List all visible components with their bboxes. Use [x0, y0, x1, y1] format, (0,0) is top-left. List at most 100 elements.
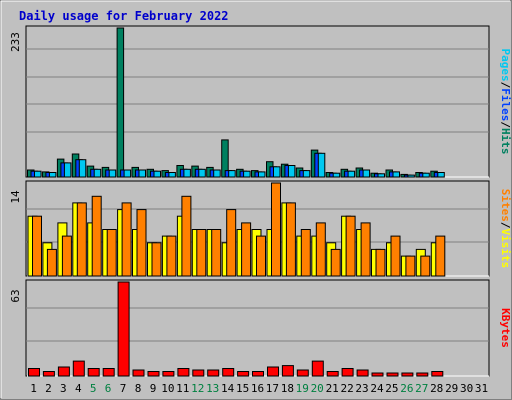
bar-pages-day-16 — [258, 171, 266, 178]
bar-kbytes-day-13 — [207, 369, 220, 377]
bar-sites-day-27 — [420, 255, 431, 277]
bar-hits-day-7 — [116, 27, 125, 178]
bar-kbytes-day-17 — [267, 366, 279, 377]
x-tick-label-12: 12 — [191, 382, 204, 395]
bar-sites-day-13 — [211, 229, 222, 277]
x-tick-label-29: 29 — [445, 382, 458, 395]
bar-pages-day-10 — [168, 172, 176, 178]
x-tick-label-31: 31 — [475, 382, 488, 395]
legend-part: / — [499, 121, 512, 128]
bar-kbytes-day-21 — [326, 371, 339, 377]
bar-pages-day-23 — [362, 169, 371, 178]
x-tick-label-2: 2 — [45, 382, 52, 395]
legend-part: / — [499, 82, 512, 89]
bar-sites-day-17 — [271, 182, 281, 277]
x-tick-label-4: 4 — [75, 382, 82, 395]
legend-part: Hits — [499, 128, 512, 155]
legend-part: Sites — [499, 189, 512, 222]
bar-kbytes-day-3 — [57, 366, 70, 377]
legend-part: / — [499, 222, 512, 229]
bar-kbytes-day-8 — [132, 369, 145, 377]
bar-kbytes-day-4 — [72, 360, 85, 377]
bar-sites-day-14 — [226, 209, 237, 277]
bar-pages-day-25 — [392, 171, 400, 178]
bar-pages-day-21 — [332, 172, 341, 178]
bar-sites-day-6 — [106, 229, 117, 277]
bar-kbytes-day-6 — [102, 368, 115, 377]
x-tick-label-16: 16 — [251, 382, 264, 395]
bar-sites-day-9 — [151, 242, 162, 277]
plot-area — [25, 25, 490, 178]
bar-pages-day-18 — [287, 165, 296, 178]
bar-sites-day-22 — [345, 215, 356, 277]
bar-kbytes-day-24 — [371, 372, 384, 377]
bar-pages-day-28 — [437, 172, 445, 178]
bar-sites-day-28 — [435, 235, 446, 277]
bar-sites-day-26 — [405, 255, 416, 277]
bar-kbytes-day-26 — [401, 372, 414, 377]
bar-pages-day-8 — [138, 169, 146, 178]
bar-kbytes-day-14 — [222, 368, 235, 377]
bar-sites-day-23 — [360, 222, 371, 277]
plot-area — [25, 279, 490, 377]
legend-part: Files — [499, 88, 512, 121]
x-tick-label-20: 20 — [311, 382, 324, 395]
x-tick-label-11: 11 — [176, 382, 189, 395]
x-tick-label-10: 10 — [161, 382, 174, 395]
x-tick-label-27: 27 — [415, 382, 428, 395]
series-group — [27, 27, 445, 178]
bar-kbytes-day-28 — [431, 371, 444, 377]
x-tick-label-22: 22 — [340, 382, 353, 395]
legend-part: Pages — [499, 49, 512, 82]
legend-kbytes: KBytes — [499, 308, 512, 348]
bar-kbytes-day-5 — [87, 368, 100, 377]
bar-pages-day-5 — [93, 168, 102, 178]
bar-sites-day-5 — [91, 195, 102, 277]
bar-kbytes-day-18 — [281, 365, 294, 377]
bar-pages-day-26 — [407, 174, 415, 178]
series-group — [27, 182, 446, 277]
bar-sites-day-10 — [166, 235, 177, 277]
x-tick-label-25: 25 — [385, 382, 398, 395]
bar-sites-day-16 — [256, 235, 266, 277]
bar-pages-day-1 — [34, 170, 42, 178]
legend-part: KBytes — [499, 308, 512, 348]
x-tick-label-7: 7 — [120, 382, 127, 395]
bar-pages-day-12 — [198, 168, 206, 178]
y-max-label: 233 — [9, 32, 22, 52]
bar-sites-day-1 — [32, 215, 42, 277]
bar-sites-day-11 — [181, 195, 192, 277]
x-tick-label-18: 18 — [281, 382, 294, 395]
bar-pages-day-3 — [63, 162, 72, 178]
bar-pages-day-15 — [243, 170, 251, 178]
bar-sites-day-24 — [375, 248, 386, 277]
bar-kbytes-day-15 — [237, 371, 250, 377]
bar-pages-day-13 — [213, 169, 221, 178]
bar-kbytes-day-20 — [311, 360, 324, 377]
bar-pages-day-20 — [317, 152, 326, 178]
x-tick-label-14: 14 — [221, 382, 235, 395]
bar-kbytes-day-22 — [341, 368, 354, 377]
bar-sites-day-8 — [136, 209, 147, 277]
x-tick-label-1: 1 — [30, 382, 37, 395]
bar-kbytes-day-12 — [192, 369, 205, 377]
bar-sites-day-21 — [330, 248, 341, 277]
bar-sites-day-19 — [300, 229, 311, 277]
x-tick-label-23: 23 — [355, 382, 368, 395]
bar-sites-day-4 — [76, 202, 87, 277]
bar-kbytes-day-10 — [162, 371, 175, 377]
legend-part: Visits — [499, 229, 512, 269]
bar-kbytes-day-2 — [42, 371, 55, 377]
x-tick-label-3: 3 — [60, 382, 67, 395]
bar-kbytes-day-19 — [296, 369, 309, 377]
bar-kbytes-day-7 — [117, 281, 130, 377]
bar-pages-day-7 — [123, 169, 132, 178]
x-tick-label-26: 26 — [400, 382, 413, 395]
x-tick-label-30: 30 — [460, 382, 473, 395]
x-tick-label-9: 9 — [150, 382, 157, 395]
panel-visits_sites: 14 Sites/Visits — [9, 180, 512, 277]
bar-sites-day-12 — [196, 229, 207, 277]
bar-pages-day-9 — [153, 170, 161, 178]
